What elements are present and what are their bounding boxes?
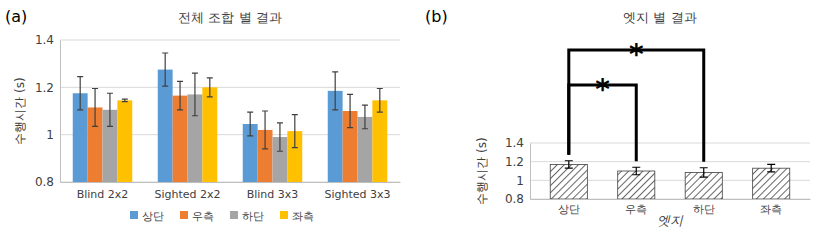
x-tick-label: Sighted 2x2: [154, 188, 220, 201]
grid-line: [60, 87, 400, 88]
y-tick: 1: [516, 174, 530, 188]
significance-label: *: [629, 38, 644, 71]
x-tick: Sighted 3x3: [324, 182, 390, 201]
x-tick: 우측: [625, 199, 647, 216]
x-axis: Blind 2x2 Sighted 2x2 Blind 3x3 Sighted 3x3: [61, 182, 401, 201]
x-tick-label: Blind 3x3: [247, 188, 299, 201]
y-axis-title: 수행시간 (s): [13, 77, 27, 144]
error-bar: [207, 78, 213, 97]
error-bar: [767, 164, 775, 171]
legend-label: 우측: [192, 210, 214, 223]
error-bar: [347, 94, 353, 127]
plot-area: [550, 161, 790, 199]
x-tick: Sighted 2x2: [154, 182, 220, 201]
legend-item: 하단: [230, 210, 264, 223]
y-axis: 0.8 1 1.2 1.4: [35, 33, 61, 189]
error-bar: [565, 161, 573, 168]
x-tick-label: 하단: [693, 203, 715, 216]
grid-line: [530, 143, 810, 144]
error-bar: [92, 89, 98, 127]
error-bar: [362, 105, 368, 129]
bar: [550, 164, 587, 199]
chart-title: 전체 조합 별 결과: [178, 10, 281, 25]
y-tick-label: 1.2: [35, 81, 54, 95]
y-tick: 1.2: [505, 155, 530, 169]
error-bar: [122, 99, 128, 101]
error-bar: [292, 115, 298, 148]
x-tick-label: Sighted 3x3: [324, 188, 390, 201]
figure: (a) 전체 조합 별 결과 0.8 1 1.2 1.4 Blind 2x2 Sighted …: [0, 0, 821, 228]
legend-label: 좌측: [292, 210, 314, 223]
y-tick-label: 0.8: [505, 192, 524, 206]
y-tick: 1.2: [35, 81, 60, 95]
error-bar: [107, 93, 113, 126]
x-tick-label: 우측: [625, 203, 647, 216]
y-tick-label: 1: [516, 174, 524, 188]
error-bar: [162, 53, 168, 86]
legend: 상단 우측 하단 좌측: [130, 210, 314, 223]
panel-label: (a): [5, 7, 27, 26]
legend-label: 상단: [142, 210, 164, 223]
panel: (b)엣지 별 결과0.811.21.4상단우측하단좌측수행시간 (s)엣지**: [425, 7, 811, 228]
legend-item: 우측: [180, 210, 214, 223]
x-tick: Blind 2x2: [77, 182, 129, 201]
y-axis: 0.8 1 1.2 1.4: [505, 136, 531, 206]
x-tick-label: 상단: [558, 203, 580, 216]
y-tick-label: 1.4: [35, 33, 54, 47]
legend-item: 좌측: [280, 210, 314, 223]
bar: [753, 168, 790, 199]
panel: (a) 전체 조합 별 결과 0.8 1 1.2 1.4 Blind 2x2 Sighted …: [5, 7, 401, 223]
y-tick-label: 1: [46, 128, 54, 142]
error-bar: [247, 112, 253, 136]
bar: [202, 87, 217, 182]
error-bar: [377, 89, 383, 113]
error-bar: [277, 123, 283, 151]
y-axis-line: [530, 144, 531, 200]
x-tick: 좌측: [760, 199, 782, 216]
y-axis-title: 수행시간 (s): [475, 137, 489, 204]
annotations: **: [569, 38, 704, 162]
plot-area: [73, 53, 388, 182]
y-tick: 0.8: [505, 192, 530, 206]
x-tick: Blind 3x3: [247, 182, 299, 201]
x-tick: 상단: [558, 199, 580, 216]
y-tick: 1.4: [35, 33, 60, 47]
error-bar: [262, 111, 268, 149]
grid-line: [60, 40, 400, 41]
error-bar: [332, 72, 338, 110]
legend-swatch: [230, 211, 238, 219]
x-tick-label: Blind 2x2: [77, 188, 129, 201]
x-axis-title: 엣지: [657, 213, 684, 228]
y-tick: 0.8: [35, 175, 60, 189]
x-tick: 하단: [693, 199, 715, 216]
grid: [530, 143, 810, 199]
y-tick: 1.4: [505, 136, 530, 150]
panel-label: (b): [425, 7, 448, 26]
y-tick: 1: [46, 128, 60, 142]
x-tick-label: 좌측: [760, 203, 782, 216]
legend-swatch: [280, 211, 288, 219]
error-bar: [632, 167, 640, 174]
legend-swatch: [180, 211, 188, 219]
legend-label: 하단: [242, 210, 264, 223]
bar: [117, 100, 132, 182]
legend-item: 상단: [130, 210, 164, 223]
significance-label: *: [595, 73, 610, 106]
legend-swatch: [130, 211, 138, 219]
y-tick-label: 1.2: [505, 155, 524, 169]
grid: [60, 40, 400, 182]
error-bar: [77, 77, 83, 110]
y-axis-line: [60, 41, 61, 183]
x-axis-line: [61, 182, 401, 183]
error-bar: [177, 81, 183, 109]
y-tick-label: 1.4: [505, 136, 524, 150]
x-axis-line: [531, 199, 811, 200]
error-bar: [192, 73, 198, 116]
chart-title: 엣지 별 결과: [623, 10, 696, 25]
error-bar: [700, 168, 708, 177]
y-tick-label: 0.8: [35, 175, 54, 189]
